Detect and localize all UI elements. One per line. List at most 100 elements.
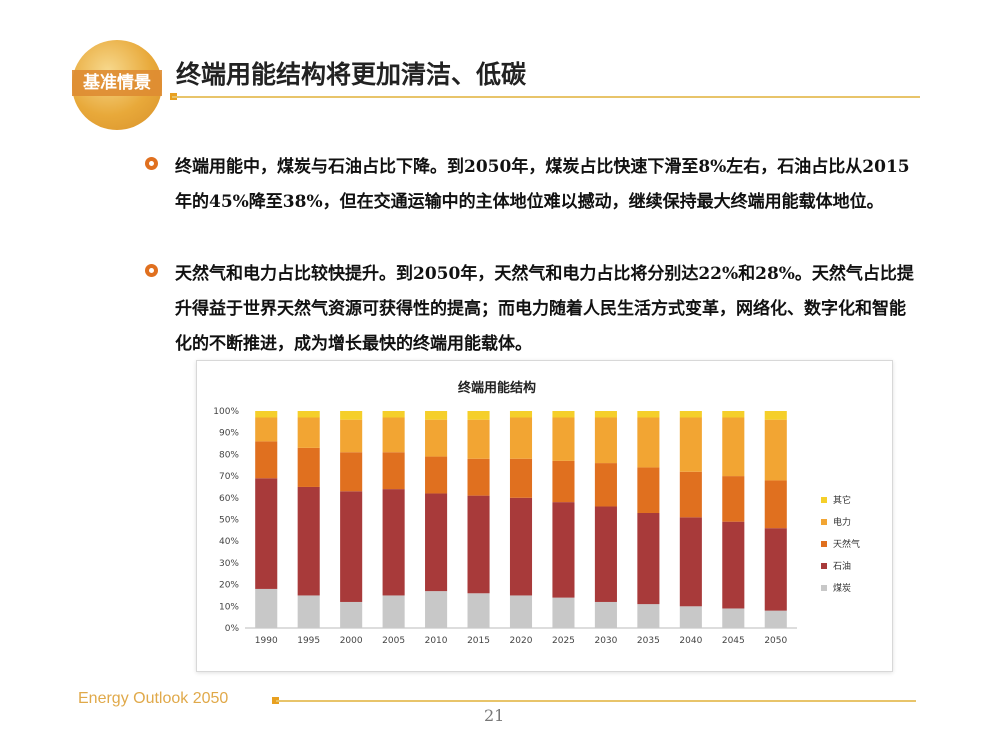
bar-segment	[425, 493, 448, 592]
bar-segment	[637, 604, 660, 628]
bar-segment	[679, 471, 702, 518]
bar-segment	[297, 417, 320, 448]
x-tick-label: 2035	[637, 636, 660, 646]
bar-segment	[425, 591, 448, 628]
bullet-icon	[145, 264, 158, 277]
x-tick-label: 2000	[340, 636, 363, 646]
bar-segment	[467, 458, 490, 496]
legend-swatch	[821, 585, 827, 591]
bar-segment	[552, 460, 575, 503]
bar-segment	[340, 601, 363, 628]
legend-label: 天然气	[833, 538, 860, 550]
y-tick-label: 20%	[219, 581, 239, 591]
bar-segment	[382, 411, 405, 418]
bar-segment	[297, 486, 320, 596]
bar-segment	[594, 463, 617, 507]
bar-segment	[467, 419, 490, 459]
bar-segment	[382, 489, 405, 596]
legend-label: 煤炭	[833, 582, 851, 594]
bar-segment	[722, 608, 745, 628]
bar-segment	[467, 411, 490, 420]
footer-rule-marker	[272, 697, 279, 704]
bar-segment	[637, 467, 660, 513]
bar-segment	[722, 417, 745, 477]
x-tick-label: 2040	[679, 636, 702, 646]
x-tick-label: 2030	[594, 636, 617, 646]
x-tick-label: 2050	[764, 636, 787, 646]
bar-segment	[637, 512, 660, 605]
x-tick-label: 2045	[722, 636, 745, 646]
bar-segment	[679, 606, 702, 628]
bar-segment	[722, 476, 745, 522]
bar-segment	[594, 601, 617, 628]
bar-segment	[297, 447, 320, 487]
x-tick-label: 2025	[552, 636, 575, 646]
bar-segment	[509, 497, 533, 596]
bar-segment	[467, 593, 490, 628]
y-tick-label: 40%	[219, 537, 239, 547]
chart-title: 终端用能结构	[457, 381, 536, 396]
bar-segment	[764, 610, 787, 628]
bar-segment	[764, 419, 787, 481]
bullet-2: 天然气和电力占比较快提升。到2050年，天然气和电力占比将分别达22%和28%。…	[145, 257, 921, 362]
page-number: 21	[484, 706, 505, 725]
y-tick-label: 60%	[219, 494, 239, 504]
chart-panel: 终端用能结构 0% 10% 20% 30% 40% 50% 60% 70% 80% 90% 100%…	[196, 360, 893, 672]
bar-segment	[255, 478, 278, 589]
bar-segment	[382, 417, 405, 453]
bar-segment	[722, 411, 745, 418]
bar-segment	[340, 411, 363, 420]
bar-segment	[552, 502, 575, 598]
bar-segment	[679, 417, 702, 472]
stacked-bar-chart: 0% 10% 20% 30% 40% 50% 60% 70% 80% 90% 100% 1990 199…	[213, 407, 860, 646]
bar-segment	[425, 411, 448, 420]
bar-segment	[340, 452, 363, 492]
bar-segment	[382, 452, 405, 490]
bar-segment	[764, 411, 787, 420]
bar-segment	[297, 595, 320, 628]
bar-segment	[509, 595, 533, 628]
y-tick-label: 100%	[213, 407, 239, 417]
footer-label: Energy Outlook 2050	[78, 690, 229, 707]
bar-segment	[255, 588, 278, 628]
bar-segment	[467, 495, 490, 594]
y-tick-label: 90%	[219, 429, 239, 439]
y-tick-label: 50%	[219, 516, 239, 526]
bar-segment	[509, 411, 533, 418]
bar-segment	[679, 517, 702, 607]
bar-segment	[552, 597, 575, 628]
bar-segment	[297, 411, 320, 418]
bar-segment	[255, 411, 278, 418]
legend-swatch	[821, 541, 827, 547]
bar-segment	[764, 528, 787, 611]
page-title: 终端用能结构将更加清洁、低碳	[176, 60, 527, 89]
bar-segment	[340, 419, 363, 453]
bar-segment	[679, 411, 702, 418]
legend-swatch	[821, 497, 827, 503]
bar-segment	[509, 458, 533, 498]
bar-segment	[255, 417, 278, 442]
bar-segment	[425, 419, 448, 457]
bar-segment	[594, 411, 617, 418]
bar-segment	[594, 506, 617, 602]
y-tick-label: 10%	[219, 602, 239, 612]
bar-segment	[594, 417, 617, 464]
x-tick-label: 2010	[425, 636, 448, 646]
y-tick-label: 0%	[225, 624, 240, 634]
y-tick-label: 70%	[219, 472, 239, 482]
bullet-1: 终端用能中，煤炭与石油占比下降。到2050年，煤炭占比快速下滑至8%左右，石油占…	[145, 150, 921, 220]
bar-segment	[382, 595, 405, 628]
logo-text: 基准情景	[72, 70, 162, 96]
bar-segment	[509, 417, 533, 459]
bar-segment	[637, 411, 660, 418]
bar-segment	[722, 521, 745, 609]
bar-segment	[255, 441, 278, 479]
legend-swatch	[821, 563, 827, 569]
title-rule	[172, 96, 920, 98]
bar-segment	[340, 491, 363, 602]
bar-segment	[764, 480, 787, 529]
bullet-icon	[145, 157, 158, 170]
footer-rule	[276, 700, 916, 702]
legend-label: 石油	[833, 560, 851, 572]
bullet-2-text: 天然气和电力占比较快提升。到2050年，天然气和电力占比将分别达22%和28%。…	[175, 264, 914, 354]
